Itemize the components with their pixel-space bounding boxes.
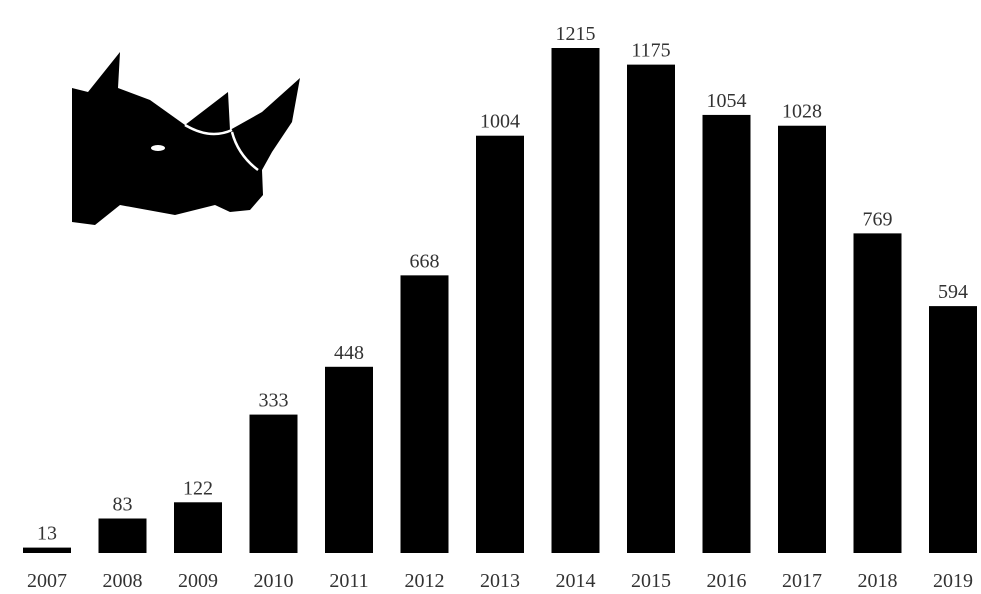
- bar: [627, 65, 675, 553]
- bar: [854, 233, 902, 553]
- value-label: 333: [259, 390, 289, 412]
- value-label: 448: [334, 342, 364, 364]
- page: {"chart_data": {"type": "bar", "categori…: [0, 0, 981, 594]
- value-label: 1004: [480, 111, 520, 133]
- bar: [325, 367, 373, 553]
- bar: [174, 502, 222, 553]
- chart: 13 2007 83 2008 122 2009 333 2010 448 2011 668 2012…: [0, 0, 981, 594]
- value-label: 13: [37, 523, 57, 545]
- x-tick-label: 2012: [405, 570, 445, 592]
- x-tick-label: 2009: [178, 570, 218, 592]
- bar: [476, 136, 524, 553]
- bar: [929, 306, 977, 553]
- x-tick-label: 2018: [858, 570, 898, 592]
- rhino-icon: [72, 52, 300, 225]
- bar: [778, 126, 826, 553]
- x-tick-label: 2014: [556, 570, 596, 592]
- x-tick-label: 2019: [933, 570, 973, 592]
- bar: [23, 548, 71, 553]
- value-label: 122: [183, 477, 213, 499]
- value-label: 83: [113, 494, 133, 516]
- bar: [703, 115, 751, 553]
- bar: [99, 519, 147, 553]
- value-label: 1054: [707, 90, 747, 112]
- bar: [401, 275, 449, 553]
- x-tick-label: 2016: [707, 570, 747, 592]
- value-label: 769: [863, 208, 893, 230]
- x-tick-label: 2010: [254, 570, 294, 592]
- x-tick-label: 2007: [27, 570, 67, 592]
- bar: [552, 48, 600, 553]
- x-tick-label: 2008: [103, 570, 143, 592]
- value-label: 668: [410, 250, 440, 272]
- bar: [250, 415, 298, 553]
- x-tick-label: 2015: [631, 570, 671, 592]
- value-label: 1175: [631, 40, 670, 62]
- value-label: 1028: [782, 101, 822, 123]
- x-tick-label: 2017: [782, 570, 822, 592]
- x-tick-label: 2011: [329, 570, 368, 592]
- value-label: 594: [938, 281, 968, 303]
- x-tick-label: 2013: [480, 570, 520, 592]
- value-label: 1215: [556, 23, 596, 45]
